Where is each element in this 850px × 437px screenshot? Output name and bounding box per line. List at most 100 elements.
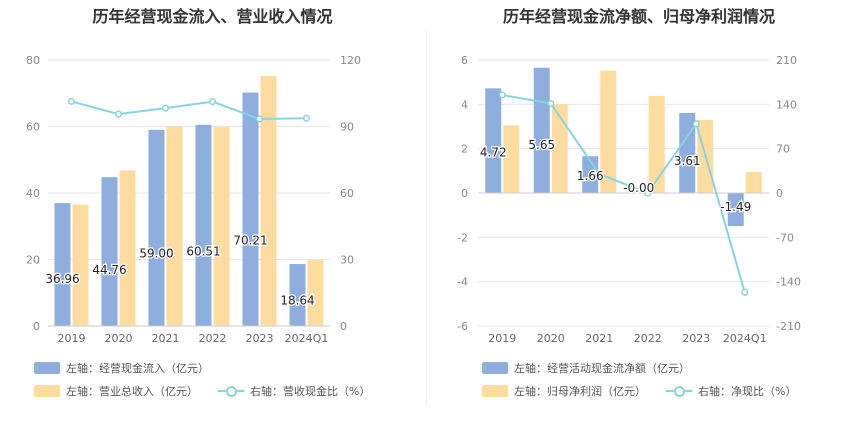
bar	[533, 67, 550, 193]
legend-item-inflow[interactable]: 左轴：经营现金流入（亿元）	[34, 360, 209, 376]
chart-panel-right: 历年经营现金流净额、归母净利润情况 -6 -4 -2 0 2 4 6 -210 -140 -70 0…	[428, 0, 850, 437]
line-point	[161, 104, 170, 112]
legend-item-net-cashflow[interactable]: 左轴：经营活动现金流净额（亿元）	[482, 360, 690, 376]
line-point	[114, 110, 123, 118]
x-tick-label: 2019	[488, 332, 516, 345]
legend-item-ratio[interactable]: 右轴：营收现金比（%）	[218, 383, 370, 399]
y-left-tick-label: -6	[457, 320, 468, 333]
bar	[648, 95, 665, 193]
y-right-tick-label: 210	[776, 54, 797, 67]
bar	[679, 112, 696, 193]
bar	[213, 127, 230, 326]
y-left-tick-label: 6	[461, 54, 468, 67]
data-label: -1.49	[720, 200, 751, 214]
y-left-tick-label: 80	[26, 54, 40, 67]
x-tick-label: 2024Q1	[723, 332, 767, 345]
bar	[72, 204, 89, 326]
bar	[242, 92, 259, 326]
x-tick-label: 2021	[585, 332, 613, 345]
bar	[551, 104, 568, 193]
y-left-tick-label: 4	[461, 98, 468, 111]
y-right-tick-label: -210	[776, 320, 801, 333]
bar	[289, 264, 306, 326]
data-label: -0.00	[623, 181, 654, 195]
legend-item-revenue[interactable]: 左轴：营业总收入（亿元）	[34, 383, 198, 399]
x-tick-label: 2022	[634, 332, 662, 345]
bar	[503, 125, 520, 193]
line-point	[741, 288, 749, 296]
y-right-tick-label: 60	[340, 187, 354, 200]
bar	[148, 129, 165, 326]
bar	[119, 170, 136, 326]
legend-line-icon	[666, 385, 692, 397]
chart-title: 历年经营现金流入、营业收入情况	[92, 7, 333, 26]
bar	[727, 193, 744, 227]
legend-label: 左轴：营业总收入（亿元）	[66, 385, 198, 398]
y-left-tick-label: -2	[457, 231, 468, 244]
bar	[600, 70, 617, 193]
legend-item-cash-ratio[interactable]: 右轴：净现比（%）	[666, 383, 796, 399]
data-label: 44.76	[92, 263, 126, 277]
legend-label: 左轴：经营现金流入（亿元）	[66, 362, 209, 375]
x-tick-label: 2020	[105, 332, 133, 345]
y-left-tick-label: 0	[461, 187, 468, 200]
x-tick-label: 2023	[246, 332, 274, 345]
chart-plot: 0 20 40 60 80 0 30 60 90 120 2019 2020 2021 2022 2023 2…	[26, 54, 361, 345]
x-tick-label: 2021	[152, 332, 180, 345]
x-tick-label: 2023	[682, 332, 710, 345]
x-tick-label: 2019	[58, 332, 86, 345]
legend-swatch	[34, 385, 60, 397]
data-label: 59.00	[139, 246, 173, 260]
legend-item-net-profit[interactable]: 左轴：归母净利润（亿元）	[482, 383, 646, 399]
bar	[745, 171, 762, 193]
line-point	[498, 91, 506, 99]
legend-label: 左轴：归母净利润（亿元）	[514, 385, 646, 398]
data-label: 36.96	[45, 272, 79, 286]
bar	[101, 177, 118, 326]
legend-label: 右轴：营收现金比（%）	[250, 385, 371, 398]
line-point	[595, 170, 603, 178]
legend-label: 右轴：净现比（%）	[698, 385, 797, 398]
line-point	[644, 189, 652, 197]
series-line	[71, 100, 307, 120]
line-point	[67, 97, 76, 106]
series-line	[502, 93, 746, 293]
y-left-tick-label: 2	[461, 143, 468, 156]
data-label: 4.72	[480, 145, 507, 159]
y-left-tick-label: 60	[26, 121, 40, 134]
chart-title: 历年经营现金流净额、归母净利润情况	[502, 7, 775, 26]
y-right-tick-label: -140	[776, 276, 801, 289]
x-tick-label: 2024Q1	[285, 332, 329, 345]
x-tick-label: 2022	[199, 332, 227, 345]
line-point	[255, 115, 264, 123]
data-label: 60.51	[186, 245, 220, 259]
y-right-tick-label: 0	[776, 187, 783, 200]
y-right-tick-label: 120	[340, 54, 361, 67]
y-left-tick-label: -4	[457, 276, 468, 289]
y-left-tick-label: 20	[26, 254, 40, 267]
bar	[195, 124, 212, 326]
data-label: 1.66	[577, 169, 604, 183]
bar	[307, 259, 324, 326]
legend-swatch	[482, 385, 508, 397]
data-label: 5.65	[528, 138, 555, 152]
line-point	[302, 114, 311, 122]
chart-plot: -6 -4 -2 0 2 4 6 -210 -140 -70 0 70 140 210 2019 2020 20…	[457, 54, 801, 345]
line-point	[692, 120, 700, 128]
x-tick-label: 2020	[537, 332, 565, 345]
bar	[166, 126, 183, 326]
y-right-tick-label: -70	[776, 231, 794, 244]
bar	[485, 88, 502, 193]
y-right-tick-label: 70	[776, 143, 790, 156]
data-label: 70.21	[233, 233, 267, 247]
y-right-tick-label: 0	[340, 320, 347, 333]
y-left-tick-label: 40	[26, 187, 40, 200]
y-left-tick-label: 0	[33, 320, 40, 333]
legend-label: 左轴：经营活动现金流净额（亿元）	[514, 362, 690, 375]
legend-swatch	[482, 362, 508, 374]
y-right-tick-label: 30	[340, 254, 354, 267]
bar	[54, 203, 71, 326]
legend-line-icon	[218, 385, 244, 397]
bar	[260, 75, 277, 327]
panel-divider	[426, 30, 427, 405]
